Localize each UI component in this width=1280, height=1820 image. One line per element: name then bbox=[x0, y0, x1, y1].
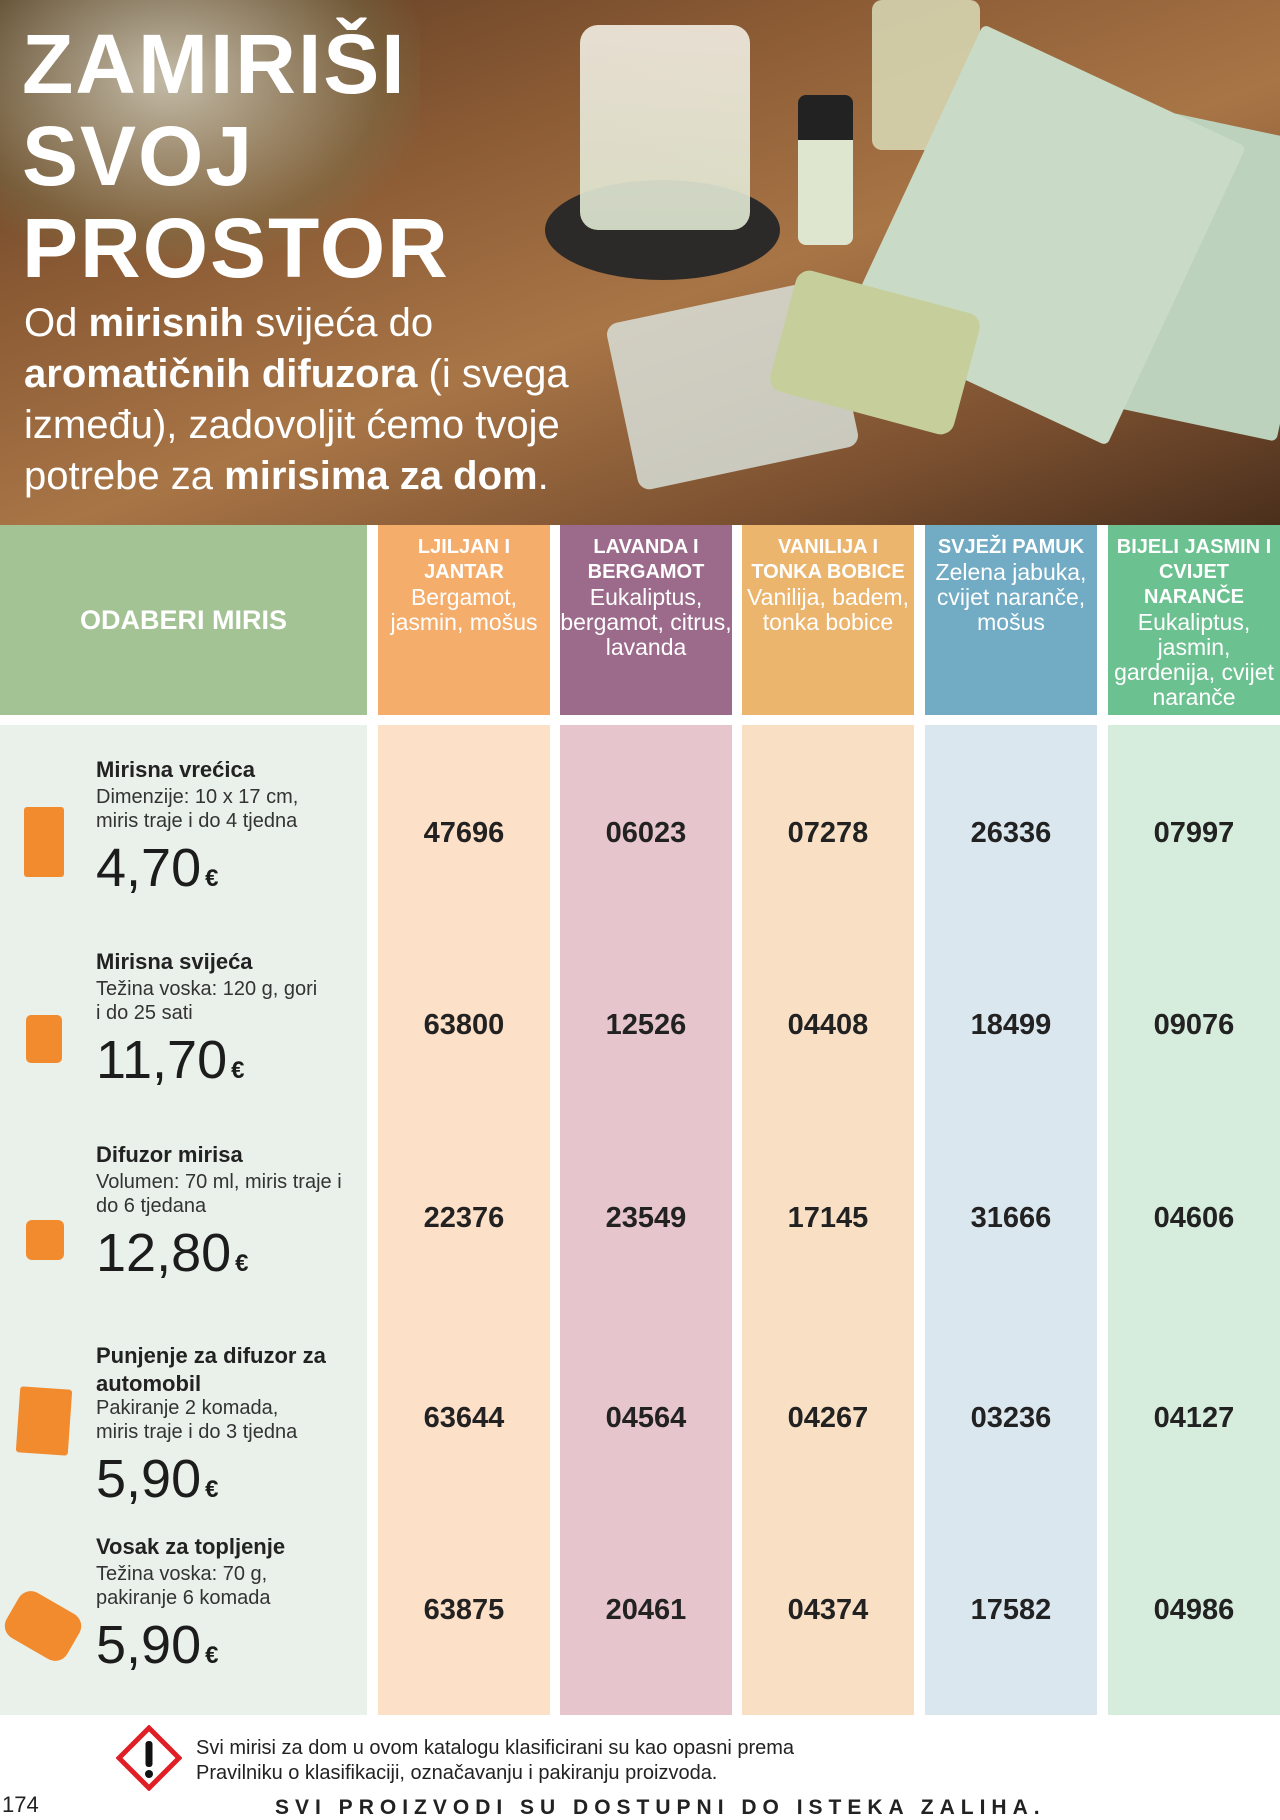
product-description: Volumen: 70 ml, miris traje i do 6 tjeda… bbox=[96, 1171, 342, 1217]
product-code: 47696 bbox=[423, 817, 505, 849]
flowers-image bbox=[0, 0, 420, 260]
product-code: 07278 bbox=[787, 817, 869, 849]
scent-column bbox=[1108, 725, 1280, 1715]
scent-notes: Vanilija, badem, tonka bobice bbox=[747, 584, 909, 635]
product-code: 04267 bbox=[787, 1402, 869, 1434]
product-code: 31666 bbox=[970, 1202, 1052, 1234]
product-code: 17582 bbox=[970, 1594, 1052, 1626]
hazard-notice: Svi mirisi za dom u ovom katalogu klasif… bbox=[196, 1737, 795, 1784]
product-description: Težina voska: 120 g, gori i do 25 sati bbox=[96, 978, 318, 1024]
scent-name: SVJEŽI PAMUK bbox=[937, 536, 1085, 558]
product-title: Mirisna vrećica bbox=[96, 757, 255, 782]
oil-bottle-image bbox=[798, 95, 853, 245]
product-code: 18499 bbox=[970, 1009, 1052, 1041]
product-code: 63800 bbox=[423, 1009, 505, 1041]
page-title: ZAMIRIŠI SVOJ PROSTOR bbox=[22, 17, 450, 295]
product-description: Dimenzije: 10 x 17 cm, miris traje i do … bbox=[96, 786, 299, 832]
scent-name: LAVANDA I BERGAMOT bbox=[587, 536, 705, 583]
hazard-warning-icon bbox=[116, 1725, 182, 1791]
product-row: Mirisna vrećica Dimenzije: 10 x 17 cm, m… bbox=[0, 745, 367, 935]
product-code: 63644 bbox=[423, 1402, 505, 1434]
scent-column bbox=[378, 725, 550, 1715]
product-code: 17145 bbox=[787, 1202, 869, 1234]
hero-subtitle: Od mirisnih svijeća do aromatičnih difuz… bbox=[24, 301, 569, 498]
product-row: Mirisna svijeća Težina voska: 120 g, gor… bbox=[0, 937, 367, 1127]
product-code: 04606 bbox=[1153, 1202, 1235, 1234]
product-price: 12,80 € bbox=[96, 1223, 249, 1283]
product-row: Difuzor mirisa Volumen: 70 ml, miris tra… bbox=[0, 1130, 367, 1320]
product-code: 03236 bbox=[970, 1402, 1052, 1434]
product-code: 04374 bbox=[787, 1594, 869, 1626]
page-number: 174 bbox=[2, 1792, 39, 1817]
product-title: Punjenje za difuzor za automobil bbox=[96, 1343, 326, 1396]
product-description: Težina voska: 70 g, pakiranje 6 komada bbox=[96, 1563, 271, 1609]
product-title: Mirisna svijeća bbox=[96, 949, 253, 974]
scent-notes: Eukaliptus, jasmin, gardenija, cvijet na… bbox=[1114, 609, 1274, 710]
product-row: Vosak za topljenje Težina voska: 70 g, p… bbox=[0, 1522, 367, 1712]
scent-name: LJILJAN I JANTAR bbox=[417, 536, 511, 583]
scent-header: VANILIJA I TONKA BOBICE Vanilija, badem, … bbox=[742, 525, 914, 715]
scent-header: LJILJAN I JANTAR Bergamot, jasmin, mošus bbox=[378, 525, 550, 715]
product-code: 20461 bbox=[605, 1594, 687, 1626]
hero-banner: ZAMIRIŠI SVOJ PROSTOR Od mirisnih svijeća … bbox=[0, 0, 1280, 525]
product-description: Pakiranje 2 komada, miris traje i do 3 t… bbox=[96, 1397, 298, 1443]
choose-scent-header: ODABERI MIRIS bbox=[0, 525, 367, 715]
product-code: 04986 bbox=[1153, 1594, 1235, 1626]
product-price: 4,70 € bbox=[96, 838, 219, 898]
product-title: Difuzor mirisa bbox=[96, 1142, 243, 1167]
product-row: Punjenje za difuzor za automobil Pakiran… bbox=[0, 1330, 367, 1520]
product-code: 63875 bbox=[423, 1594, 505, 1626]
candle-image bbox=[580, 25, 750, 230]
product-code: 04127 bbox=[1153, 1402, 1235, 1434]
scent-header: LAVANDA I BERGAMOT Eukaliptus, bergamot, … bbox=[560, 525, 732, 715]
scent-name: VANILIJA I TONKA BOBICE bbox=[751, 536, 905, 583]
product-price: 5,90 € bbox=[96, 1449, 219, 1509]
product-code: 09076 bbox=[1153, 1009, 1235, 1041]
product-price: 5,90 € bbox=[96, 1615, 219, 1675]
scent-header: BIJELI JASMIN I CVIJET NARANČE Eukaliptus… bbox=[1108, 525, 1280, 715]
scent-header: SVJEŽI PAMUK Zelena jabuka, cvijet naranč… bbox=[925, 525, 1097, 715]
scent-column bbox=[925, 725, 1097, 1715]
product-code: 06023 bbox=[605, 817, 687, 849]
scent-notes: Zelena jabuka, cvijet naranče, mošus bbox=[935, 559, 1087, 635]
product-code: 22376 bbox=[423, 1202, 505, 1234]
scent-column bbox=[742, 725, 914, 1715]
product-code: 04408 bbox=[787, 1009, 869, 1041]
scent-name: BIJELI JASMIN I CVIJET NARANČE bbox=[1116, 536, 1272, 608]
scent-notes: Bergamot, jasmin, mošus bbox=[390, 584, 538, 635]
product-title: Vosak za topljenje bbox=[96, 1534, 286, 1559]
product-price: 11,70 € bbox=[96, 1030, 245, 1090]
product-code: 04564 bbox=[605, 1402, 687, 1434]
scent-column bbox=[560, 725, 732, 1715]
product-code: 07997 bbox=[1153, 817, 1235, 849]
scent-notes: Eukaliptus, bergamot, citrus, lavanda bbox=[560, 584, 732, 660]
availability-note: SVI PROIZVODI SU DOSTUPNI DO ISTEKA ZALI… bbox=[275, 1796, 1046, 1819]
product-code: 23549 bbox=[605, 1202, 687, 1234]
product-code: 12526 bbox=[605, 1009, 687, 1041]
product-code: 26336 bbox=[970, 817, 1052, 849]
